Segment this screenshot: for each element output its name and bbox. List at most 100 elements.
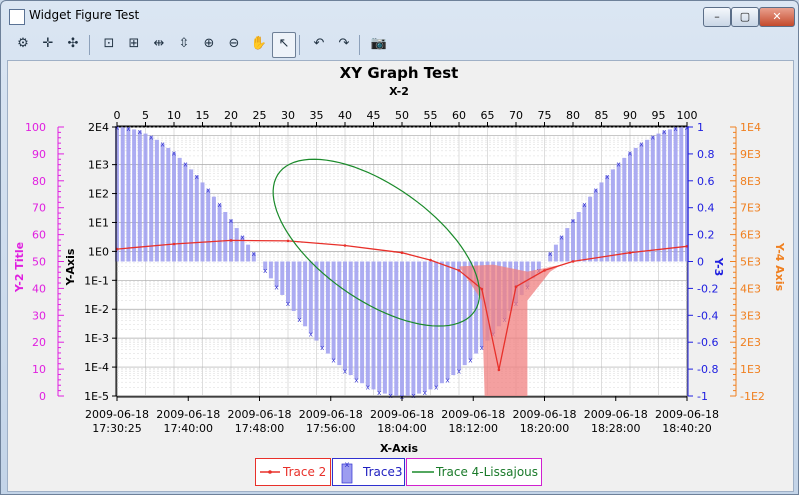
trace2-legend-icon	[260, 470, 280, 474]
trace3-bar	[667, 129, 672, 262]
x-axis-title: X-Axis	[380, 442, 419, 455]
trace3-bar	[274, 261, 279, 287]
trace3-marker: x	[354, 376, 358, 384]
trace3-bar	[610, 169, 615, 262]
settings-tool-icon: ⚙	[17, 36, 29, 51]
trace3-bar	[132, 129, 137, 262]
trace3-marker: x	[468, 357, 472, 365]
trace3-bar	[120, 127, 125, 262]
trace3-marker: x	[548, 250, 552, 258]
trace3-bar	[200, 182, 205, 262]
zoom-in-button[interactable]: ⊕	[197, 32, 221, 58]
legend-trace4[interactable]: Trace 4-Lissajous	[406, 458, 542, 486]
trace3-bar	[154, 139, 159, 262]
undo-icon: ↶	[313, 36, 325, 51]
y2-tick-label: 10	[32, 363, 46, 376]
y2-tick-label: 60	[32, 229, 46, 242]
zoom-out-button[interactable]: ⊖	[222, 32, 246, 58]
trace3-marker: x	[457, 367, 461, 375]
minimize-button[interactable]: –	[703, 7, 731, 27]
trace3-bar	[268, 261, 273, 279]
zoom-horizontal-button[interactable]: ⇹	[147, 32, 171, 58]
trace3-marker: x	[639, 141, 643, 149]
trace3-bar	[115, 127, 119, 262]
pan-hand-button[interactable]: ✋	[247, 32, 271, 58]
trace3-bar	[280, 261, 285, 295]
x2-tick-label: 60	[452, 109, 466, 122]
trace3-bar	[605, 175, 610, 262]
remove-marker-icon: ✣	[67, 36, 79, 51]
trace3-bar	[616, 163, 621, 262]
trace3-marker: x	[617, 160, 621, 168]
trace3-bar	[291, 261, 296, 312]
trace3-bar	[565, 228, 570, 262]
trace3-marker: x	[582, 201, 586, 209]
trace3-bar	[400, 261, 404, 396]
add-marker-button[interactable]: ✛	[36, 32, 60, 58]
xy-graph[interactable]: XY Graph Test X-2 X-Axis Y-Axis Y-2 Titl…	[8, 61, 793, 491]
y3-tick-label: -0.8	[697, 363, 718, 376]
y4-tick-label: 1E3	[740, 363, 761, 376]
trace3-bar	[434, 261, 439, 387]
trace3-marker: x	[149, 133, 153, 141]
trace3-marker: x	[377, 389, 381, 397]
settings-tool-button[interactable]: ⚙	[11, 32, 35, 58]
trace3-marker: x	[275, 284, 279, 292]
y4-tick-label: 7E3	[740, 202, 761, 215]
trace3-bar	[371, 261, 376, 390]
trace3-bar	[645, 139, 650, 262]
trace2-point	[514, 285, 518, 289]
trace3-bar	[325, 261, 330, 354]
trace2-point	[429, 258, 432, 262]
redo-button[interactable]: ↷	[332, 32, 356, 58]
x2-tick-label: 85	[595, 109, 609, 122]
trace3-marker: x	[172, 150, 176, 158]
camera-snapshot-button[interactable]: 📷	[367, 32, 391, 58]
trace3-marker: x	[560, 233, 564, 241]
y4-tick-label: 5E3	[740, 256, 761, 269]
select-cursor-icon: ↖	[278, 36, 290, 51]
trace3-bar	[337, 261, 342, 366]
close-button[interactable]: ✕	[759, 7, 795, 27]
y2-tick-label: 50	[32, 256, 46, 269]
trace3-bar	[394, 261, 399, 396]
select-cursor-button[interactable]: ↖	[272, 32, 296, 58]
y3-axis-title: Y-3	[712, 257, 725, 277]
autoscale-button[interactable]: ⊡	[97, 32, 121, 58]
y-tick-label: 1E1	[88, 216, 109, 229]
zoom-vertical-button[interactable]: ⇳	[172, 32, 196, 58]
trace3-bar	[263, 261, 268, 270]
trace2-point	[497, 368, 501, 372]
x-tick-label-time: 18:20:00	[520, 422, 569, 435]
autoscale-icon: ⊡	[103, 36, 115, 51]
y3-tick-label: 0.4	[697, 202, 715, 215]
trace3-marker: x	[571, 217, 575, 225]
y-axis-title: Y-Axis	[64, 248, 77, 286]
trace3-bar	[234, 228, 239, 262]
trace2-point	[480, 287, 484, 291]
undo-button[interactable]: ↶	[307, 32, 331, 58]
trace3-bar	[217, 204, 222, 262]
y3-tick-label: -0.2	[697, 282, 718, 295]
y4-tick-label: 8E3	[740, 175, 761, 188]
trace2-point	[571, 260, 575, 263]
trace3-marker: x	[423, 389, 427, 397]
maximize-button[interactable]: ▢	[731, 7, 759, 27]
trace3-bar	[576, 211, 581, 262]
app-icon	[9, 9, 25, 25]
trace3-legend-icon: x	[341, 460, 353, 484]
zoom-box-button[interactable]: ⊞	[122, 32, 146, 58]
legend-trace3[interactable]: x Trace3	[332, 458, 405, 486]
trace3-bar	[445, 261, 450, 380]
trace3-bar	[633, 147, 638, 262]
trace3-marker: x	[206, 186, 210, 194]
legend-trace2[interactable]: Trace 2	[255, 458, 331, 486]
y3-tick-label: 0	[697, 256, 704, 269]
trace3-marker: x	[685, 124, 689, 132]
x-tick-label-time: 17:40:00	[164, 422, 213, 435]
y-tick-label: 1E2	[88, 188, 109, 201]
trace3-marker: x	[320, 344, 324, 352]
y3-tick-label: -0.6	[697, 336, 718, 349]
remove-marker-button[interactable]: ✣	[61, 32, 85, 58]
trace3-bar	[297, 261, 302, 319]
